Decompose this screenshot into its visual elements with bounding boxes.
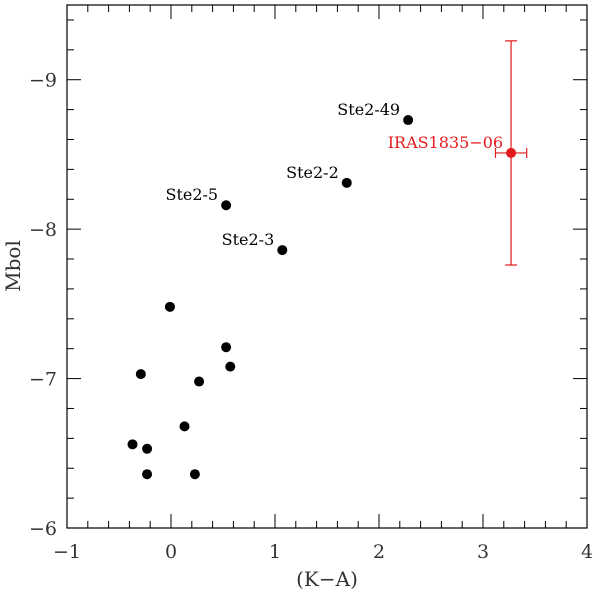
highlight-point bbox=[506, 147, 517, 158]
plot-frame bbox=[66, 4, 588, 529]
x-tick-label: 3 bbox=[477, 541, 489, 563]
y-tick-label: −8 bbox=[29, 219, 57, 241]
y-tick-label: −9 bbox=[29, 70, 57, 92]
data-point bbox=[277, 245, 288, 256]
axis-tick-labels: −1 0 1 2 3 4 −6 −7 −8 −9 bbox=[29, 70, 593, 563]
y-axis-label: Mbol bbox=[1, 240, 25, 292]
data-point bbox=[221, 342, 232, 353]
y-tick-label: −7 bbox=[29, 369, 57, 391]
x-tick-label: 2 bbox=[373, 541, 385, 563]
x-tick-label: −1 bbox=[53, 541, 81, 563]
axis-ticks bbox=[66, 5, 588, 529]
data-point bbox=[127, 439, 138, 450]
x-tick-label: 1 bbox=[269, 541, 281, 563]
data-point bbox=[221, 200, 232, 211]
data-point bbox=[341, 177, 352, 188]
data-point bbox=[225, 361, 236, 372]
point-label: IRAS1835−06 bbox=[388, 133, 503, 152]
data-point bbox=[164, 301, 175, 312]
data-points bbox=[127, 115, 517, 480]
point-label: Ste2-3 bbox=[222, 230, 275, 249]
y-tick-label: −6 bbox=[29, 518, 57, 540]
point-label: Ste2-5 bbox=[165, 185, 218, 204]
data-point bbox=[142, 469, 153, 480]
point-labels: Ste2-49 Ste2-2 Ste2-5 Ste2-3 IRAS1835−06 bbox=[165, 100, 503, 249]
point-label: Ste2-2 bbox=[286, 163, 339, 182]
data-point bbox=[194, 376, 205, 387]
data-point bbox=[189, 469, 200, 480]
x-tick-label: 4 bbox=[581, 541, 593, 563]
data-point bbox=[142, 443, 153, 454]
data-point bbox=[179, 421, 190, 432]
point-label: Ste2-49 bbox=[337, 100, 400, 119]
data-point bbox=[403, 115, 414, 126]
data-point bbox=[135, 369, 146, 380]
x-axis-label: (K−A) bbox=[296, 567, 358, 591]
x-tick-label: 0 bbox=[165, 541, 177, 563]
